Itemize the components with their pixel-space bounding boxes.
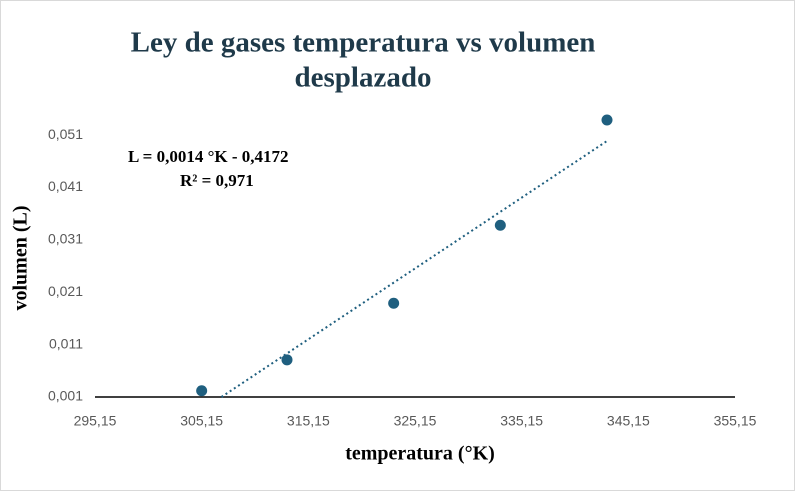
x-tick-label: 325,15: [394, 413, 437, 429]
y-tick-label: 0,011: [49, 335, 83, 351]
x-tick-label: 355,15: [714, 413, 757, 429]
y-tick-label: 0,051: [48, 126, 83, 142]
x-tick-label: 345,15: [607, 413, 650, 429]
y-axis-label: volumen (L): [10, 206, 32, 311]
x-tick-label: 305,15: [180, 413, 223, 429]
equation: L = 0,0014 °K - 0,4172: [128, 147, 289, 166]
data-point: [196, 385, 208, 397]
y-tick-label: 0,001: [48, 388, 83, 404]
x-tick-label: 295,15: [74, 413, 117, 429]
trendline: [220, 140, 608, 398]
y-tick-label: 0,021: [48, 283, 83, 299]
data-point: [388, 297, 400, 309]
data-point: [281, 354, 293, 366]
data-point: [601, 114, 613, 126]
chart-title: Ley de gases temperatura vs volumen: [131, 27, 596, 59]
x-tick-label: 315,15: [287, 413, 330, 429]
chart-title: desplazado: [295, 62, 432, 94]
x-axis-label: temperatura (°K): [345, 443, 495, 465]
y-tick-label: 0,031: [48, 231, 83, 247]
r-squared: R² = 0,971: [180, 171, 254, 190]
data-point: [494, 219, 506, 231]
x-tick-label: 335,15: [500, 413, 543, 429]
y-tick-label: 0,041: [48, 178, 83, 194]
